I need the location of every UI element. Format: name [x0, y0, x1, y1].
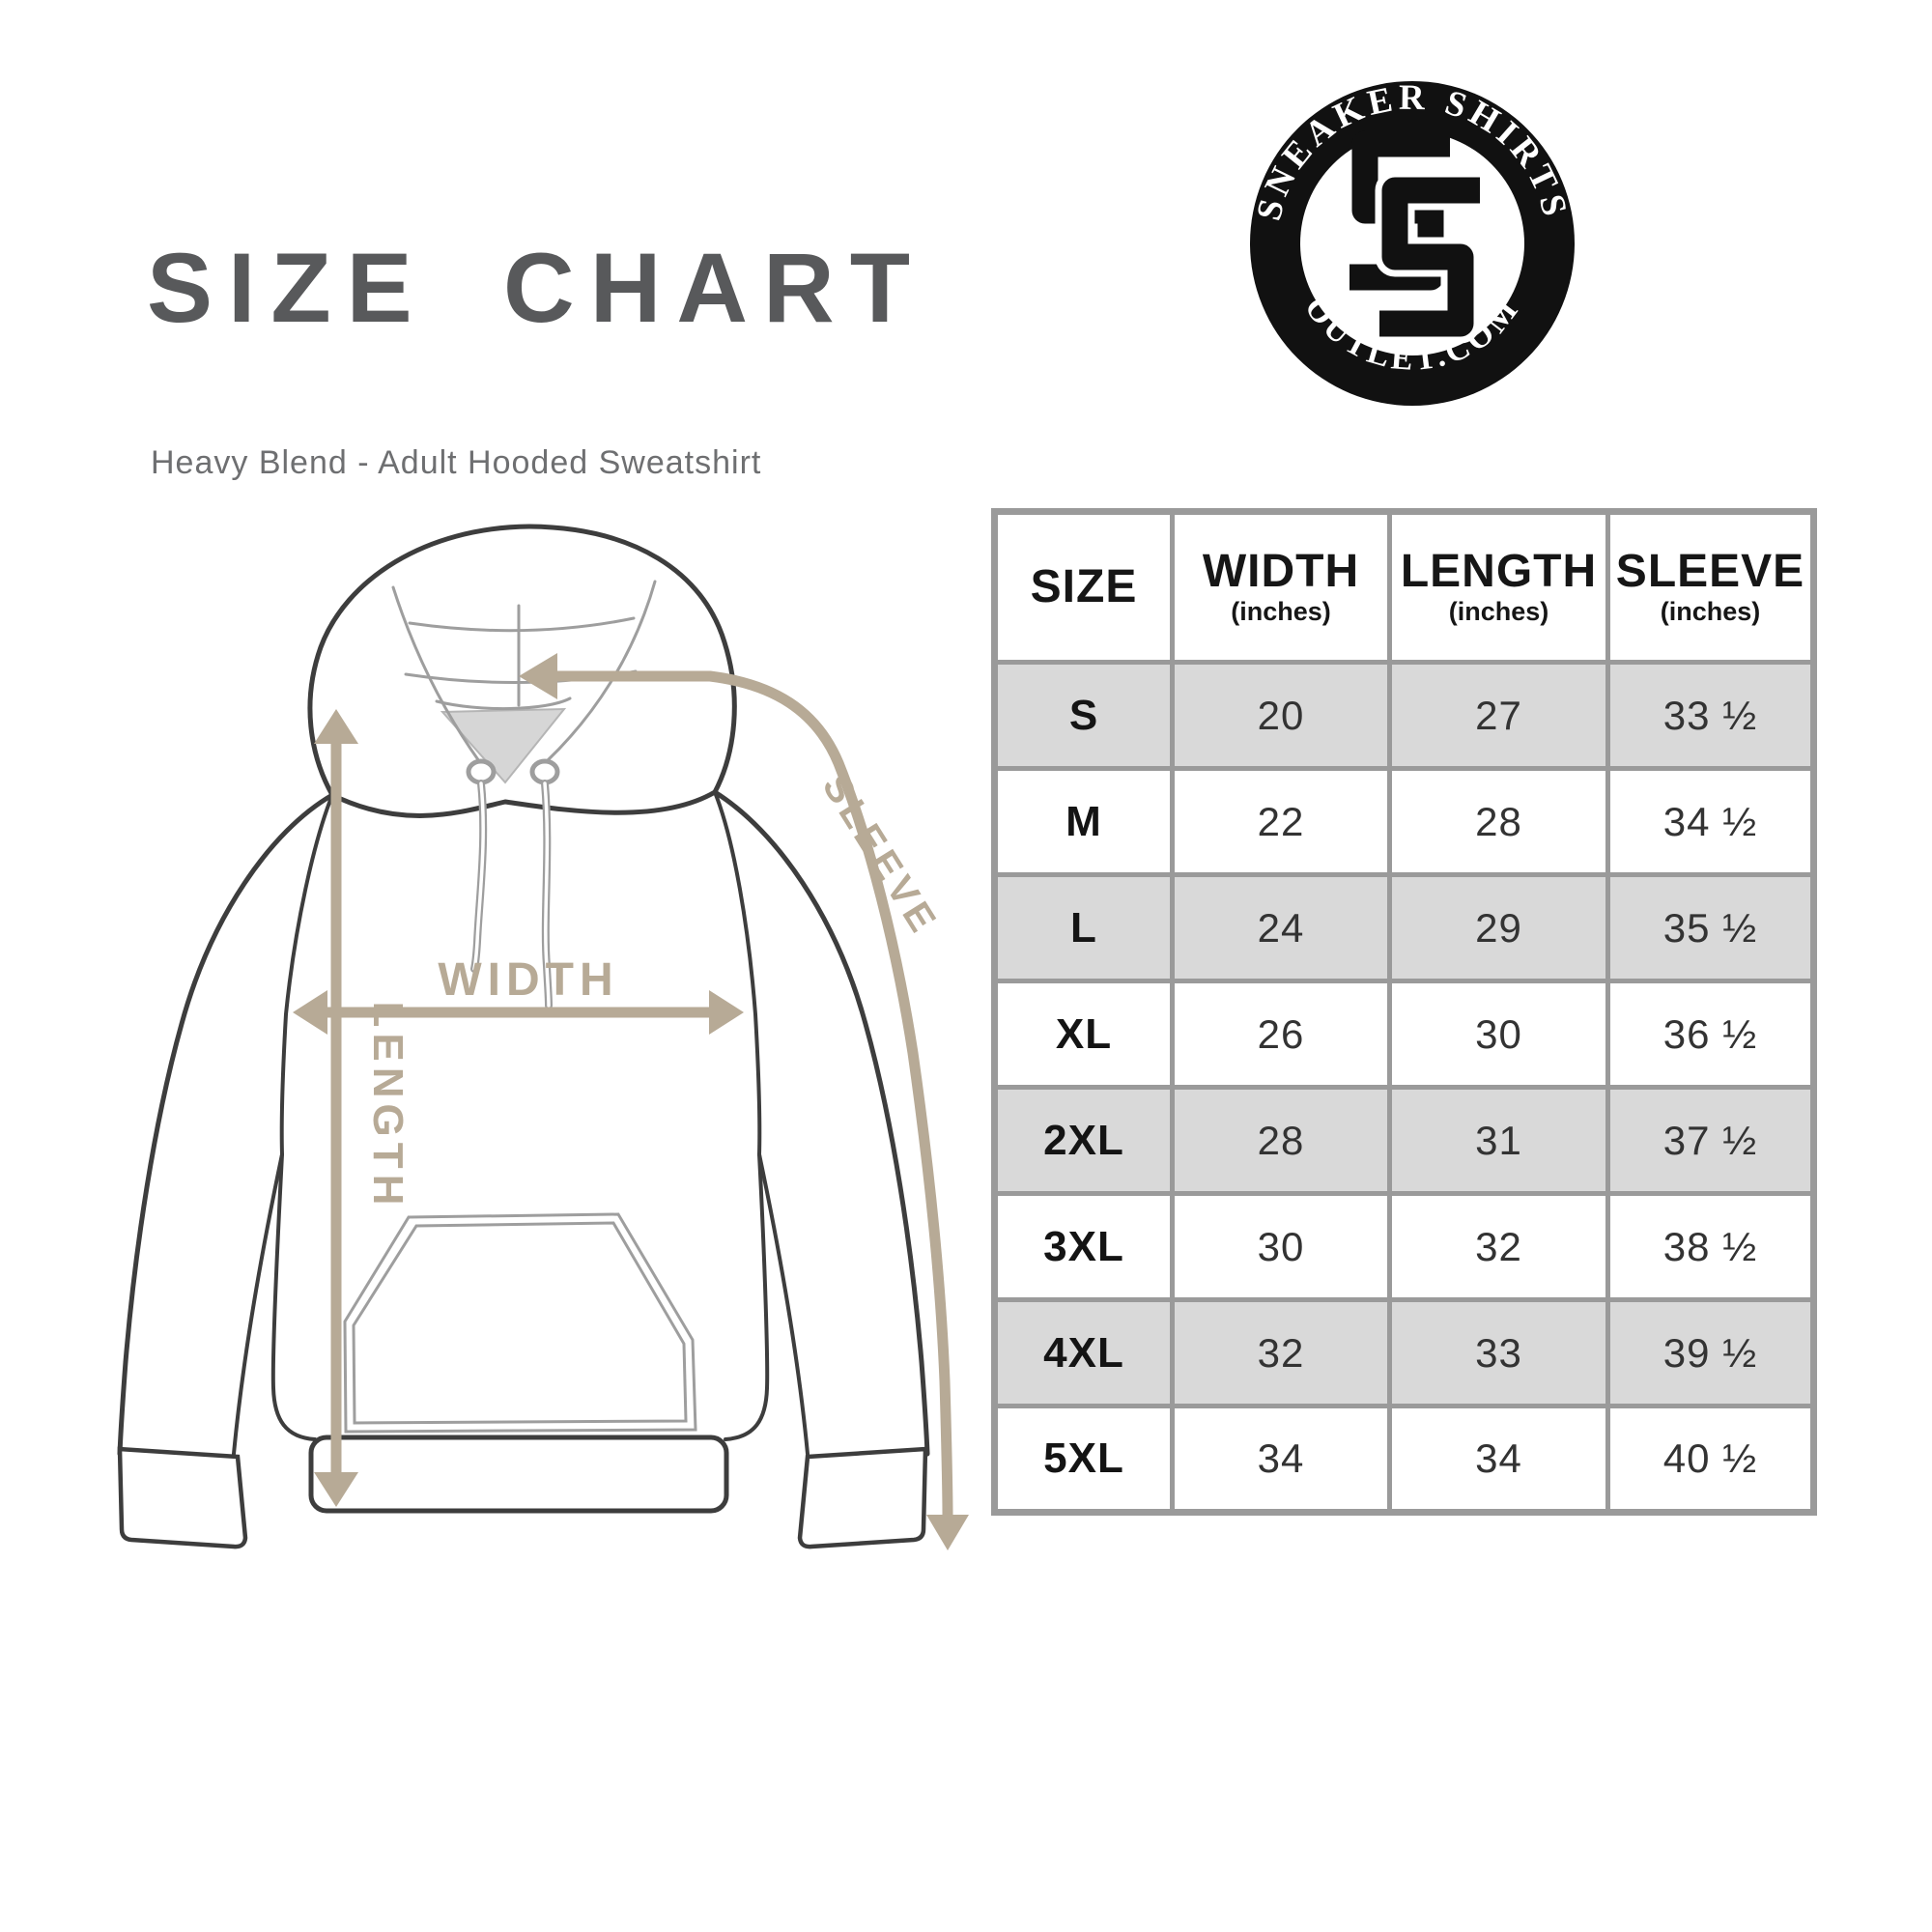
width-arrowhead-left	[293, 990, 327, 1035]
ss-monogram-icon	[1350, 130, 1481, 344]
sleeve-measure-line	[526, 670, 953, 1522]
value-cell: 26	[1170, 979, 1392, 1090]
right-cuff	[797, 1446, 928, 1549]
value-cell: 22	[1170, 766, 1392, 877]
table-row: 4XL 32 33 39 ½	[992, 1297, 1816, 1408]
right-sleeve-outline	[712, 789, 930, 1457]
left-body-seam	[270, 793, 334, 1441]
size-cell: 5XL	[992, 1404, 1175, 1515]
value-cell: 37 ½	[1605, 1085, 1816, 1196]
size-cell: M	[992, 766, 1175, 877]
table-row: 2XL 28 31 37 ½	[992, 1085, 1816, 1196]
page-title: SIZE CHART	[147, 233, 925, 343]
hood-seam-upper	[408, 616, 636, 633]
value-cell: 39 ½	[1605, 1297, 1816, 1408]
value-cell: 30	[1387, 979, 1610, 1090]
pocket-outline	[343, 1212, 697, 1434]
value-cell: 27	[1387, 660, 1610, 771]
measure-arrowheads	[293, 653, 969, 1550]
header-sleeve: SLEEVE (inches)	[1605, 509, 1816, 665]
value-cell: 28	[1170, 1085, 1392, 1196]
value-cell: 34	[1387, 1404, 1610, 1515]
table-row: 3XL 30 32 38 ½	[992, 1191, 1816, 1302]
page-subtitle: Heavy Blend - Adult Hooded Sweatshirt	[151, 444, 762, 481]
right-eyelet	[529, 758, 560, 785]
left-drawstring-core	[472, 781, 485, 971]
neck-inset	[440, 707, 567, 784]
value-cell: 34 ½	[1605, 766, 1816, 877]
left-sleeve-inner-edge	[232, 1152, 284, 1456]
value-cell: 33 ½	[1605, 660, 1816, 771]
length-label: LENGTH	[364, 1002, 412, 1211]
table-row: 5XL 34 34 40 ½	[992, 1404, 1816, 1515]
value-cell: 24	[1170, 872, 1392, 983]
table-row: S 20 27 33 ½	[992, 660, 1816, 771]
size-cell: 4XL	[992, 1297, 1175, 1408]
size-table-body: S 20 27 33 ½ M 22 28 34 ½ L 24 29 35 ½ XL 26 30 36 ½ 2XL…	[992, 660, 1816, 1515]
left-eyelet	[466, 758, 497, 785]
value-cell: 35 ½	[1605, 872, 1816, 983]
table-header-row: SIZE WIDTH (inches) LENGTH (inches) SLEE…	[992, 509, 1816, 665]
value-cell: 34	[1170, 1404, 1392, 1515]
value-cell: 20	[1170, 660, 1392, 771]
length-arrowhead-top	[314, 709, 358, 744]
header-width: WIDTH (inches)	[1170, 509, 1392, 665]
right-sleeve-inner-edge	[757, 1152, 810, 1456]
waistband	[308, 1435, 729, 1514]
sleeve-label: SLEEVE	[814, 767, 947, 944]
table-row: M 22 28 34 ½	[992, 766, 1816, 877]
pocket-inner-line	[352, 1221, 688, 1425]
hoodie-diagram: WIDTH LENGTH SLEEVE	[117, 524, 969, 1550]
width-label: WIDTH	[438, 954, 618, 1006]
value-cell: 36 ½	[1605, 979, 1816, 1090]
size-table: SIZE WIDTH (inches) LENGTH (inches) SLEE…	[991, 508, 1817, 1516]
value-cell: 28	[1387, 766, 1610, 877]
header-size: SIZE	[992, 509, 1175, 665]
value-cell: 33	[1387, 1297, 1610, 1408]
sleeve-arrowhead-end	[926, 1515, 969, 1550]
value-cell: 38 ½	[1605, 1191, 1816, 1302]
hood-opening-left	[391, 585, 481, 763]
size-cell: 2XL	[992, 1085, 1175, 1196]
size-cell: XL	[992, 979, 1175, 1090]
hood-bottom-edge	[329, 789, 718, 818]
size-cell: S	[992, 660, 1175, 771]
value-cell: 40 ½	[1605, 1404, 1816, 1515]
header-length: LENGTH (inches)	[1387, 509, 1610, 665]
length-arrowhead-bottom	[314, 1472, 358, 1507]
value-cell: 30	[1170, 1191, 1392, 1302]
width-arrowhead-right	[709, 990, 744, 1035]
left-cuff	[117, 1446, 248, 1549]
hood-opening-right	[545, 580, 657, 763]
value-cell: 32	[1387, 1191, 1610, 1302]
value-cell: 29	[1387, 872, 1610, 983]
left-sleeve-outline	[117, 792, 335, 1457]
size-cell: 3XL	[992, 1191, 1175, 1302]
value-cell: 31	[1387, 1085, 1610, 1196]
brand-logo: SNEAKER SHIRTS OUTLET.COM	[1249, 78, 1575, 406]
sleeve-arrowhead-start	[519, 653, 557, 699]
right-body-seam	[713, 790, 770, 1441]
table-row: L 24 29 35 ½	[992, 872, 1816, 983]
right-drawstring-core	[543, 781, 551, 1008]
size-cell: L	[992, 872, 1175, 983]
value-cell: 32	[1170, 1297, 1392, 1408]
table-row: XL 26 30 36 ½	[992, 979, 1816, 1090]
collar-line	[435, 696, 572, 710]
